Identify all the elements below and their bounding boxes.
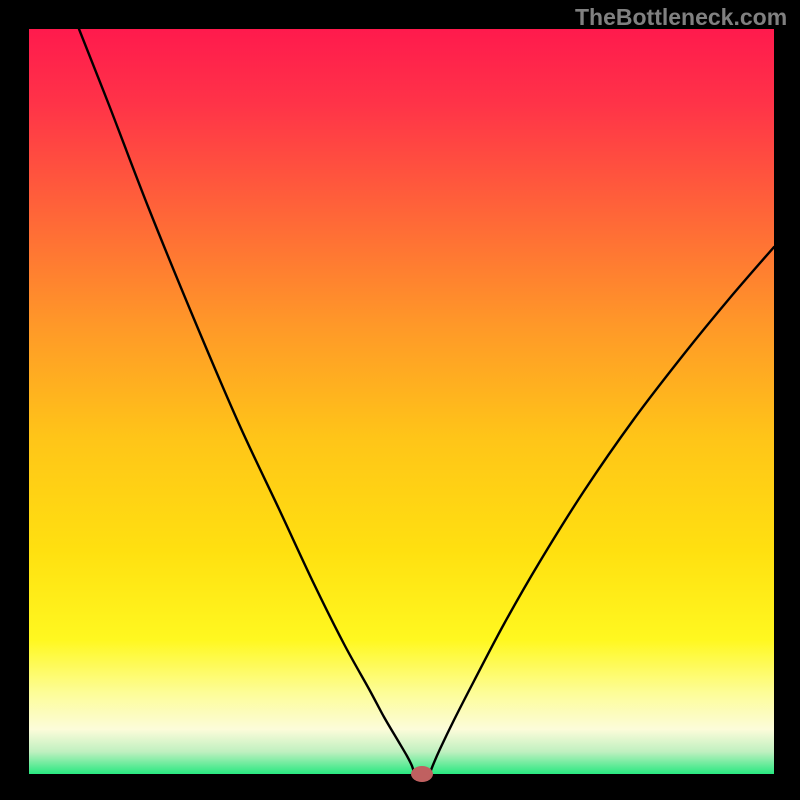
bottleneck-curve bbox=[29, 29, 774, 774]
watermark-text: TheBottleneck.com bbox=[575, 4, 787, 31]
chart-container: TheBottleneck.com bbox=[0, 0, 800, 800]
optimal-point-marker bbox=[411, 766, 433, 782]
